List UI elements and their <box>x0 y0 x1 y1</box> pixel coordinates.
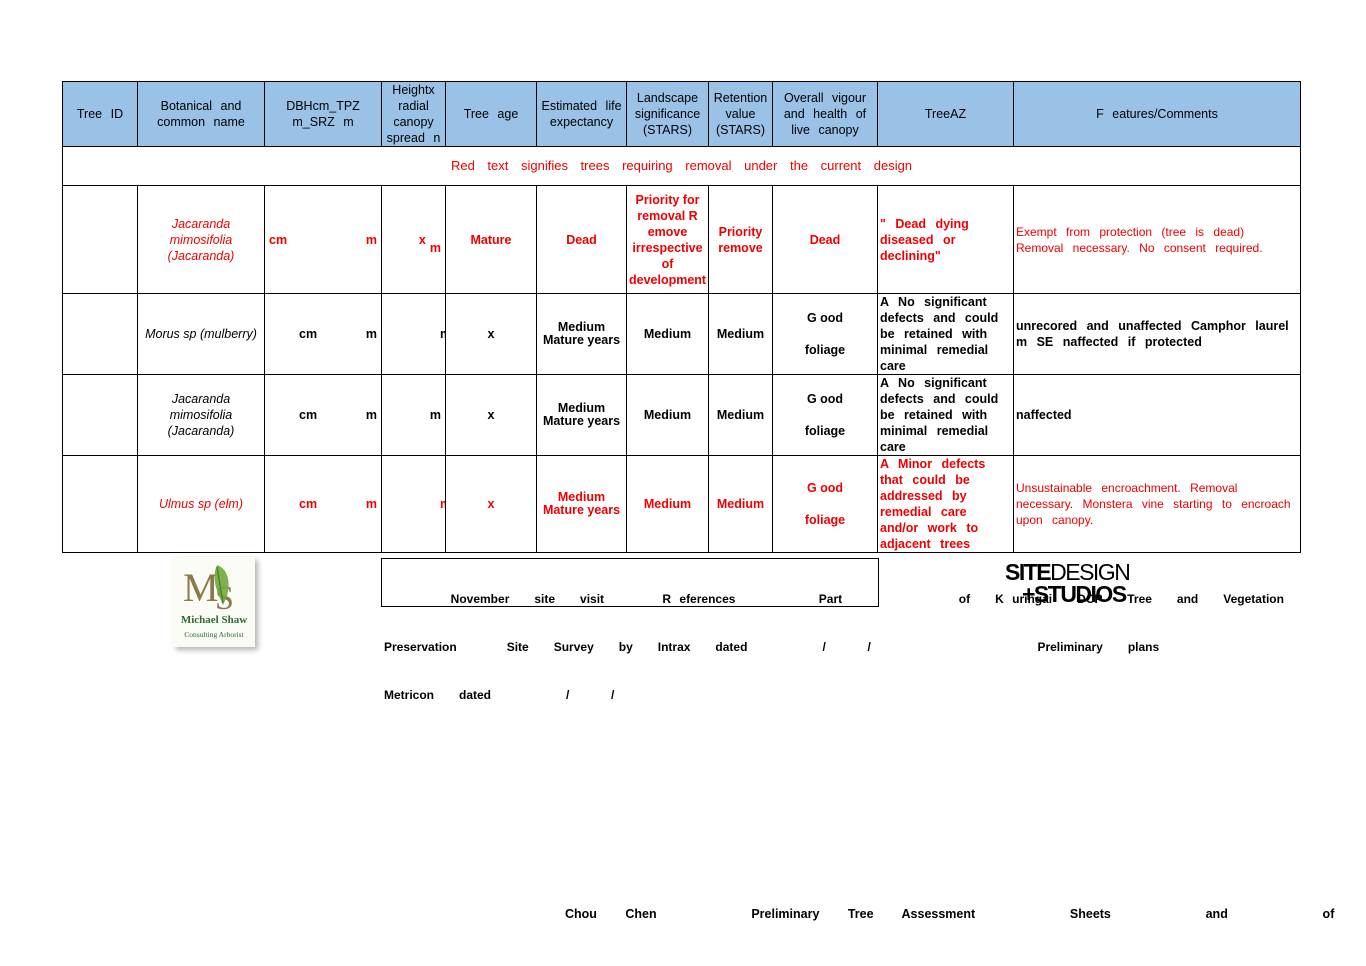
tree-assessment-table: Tree ID Botanical and common name DBHcm_… <box>62 81 1301 553</box>
life-cell: Medium Mature years <box>536 293 627 375</box>
col-life: Estimated life expectancy <box>536 81 627 147</box>
header-row: Tree ID Botanical and common name DBHcm_… <box>62 81 1301 147</box>
age-cell: x <box>445 455 537 553</box>
vigour-foliage: foliage <box>804 343 846 357</box>
dbh-cell: cm m <box>264 293 382 375</box>
dbh-cell: cm m <box>264 374 382 456</box>
tree-id-cell <box>62 374 138 456</box>
logo-design: DESIGN <box>1050 559 1131 585</box>
logo-subtitle: Consulting Arborist <box>184 630 244 639</box>
height-cell: m <box>381 455 446 553</box>
logo-site: SITE <box>1005 559 1052 585</box>
life-cell: Dead <box>536 185 627 294</box>
vigour-cell: Dead <box>772 185 878 294</box>
treeaz-cell: A Minor defects that could be addressed … <box>877 455 1014 553</box>
vigour-cell: G ood foliage <box>772 455 878 553</box>
vigour-good: G ood <box>806 392 844 406</box>
col-dbh: DBHcm_TPZ m_SRZ m <box>264 81 382 147</box>
logo-studios: +STUDIOS <box>1022 581 1127 607</box>
references-line: Preservation Site Survey by Intrax dated… <box>384 640 1160 654</box>
height-cell: m <box>381 374 446 456</box>
dbh-cm: cm <box>299 327 318 341</box>
col-vigour: Overall vigour and health of live canopy <box>772 81 878 147</box>
page-footer: Chou Chen Preliminary Tree Assessment Sh… <box>565 907 1335 921</box>
height-m: m <box>386 496 445 512</box>
botanical-cell: Jacaranda mimosifolia (Jacaranda) <box>137 185 265 294</box>
features-cell: unrecored and unaffected Camphor laurel … <box>1013 293 1301 375</box>
col-height: Heightx radial canopy spread n <box>381 81 446 147</box>
retention-cell: Medium <box>708 293 773 375</box>
life-cell: Medium Mature years <box>536 455 627 553</box>
height-cell: m <box>381 293 446 375</box>
tree-id-cell <box>62 185 138 294</box>
tree-id-cell <box>62 455 138 553</box>
features-cell: Exempt from protection (tree is dead) Re… <box>1013 185 1301 294</box>
vigour-good: G ood <box>806 311 844 325</box>
col-retention: Retention value (STARS) <box>708 81 773 147</box>
logo-name: Michael Shaw <box>180 614 248 626</box>
dbh-m: m <box>365 327 377 341</box>
dbh-m: m <box>365 232 377 247</box>
retention-cell: Priority remove <box>708 185 773 294</box>
table-row: Jacaranda mimosifolia (Jacaranda) cm m m … <box>62 374 1301 456</box>
age-cell: Mature <box>445 185 537 294</box>
col-botanical: Botanical and common name <box>137 81 265 147</box>
col-landscape: Landscape significance (STARS) <box>626 81 709 147</box>
features-cell: naffected <box>1013 374 1301 456</box>
tree-id-cell <box>62 293 138 375</box>
features-cell: Unsustainable encroachment. Removal nece… <box>1013 455 1301 553</box>
treeaz-cell: A No significant defects and could be re… <box>877 293 1014 375</box>
age-cell: x <box>445 293 537 375</box>
vigour-good: G ood <box>806 481 844 495</box>
references-box: November site visit R eferences Part of … <box>381 558 1284 702</box>
dbh-cell: cm m <box>264 455 382 553</box>
botanical-cell: Morus sp (mulberry) <box>137 293 265 375</box>
retention-cell: Medium <box>708 455 773 553</box>
retention-cell: Medium <box>708 374 773 456</box>
height-m: m <box>429 408 441 422</box>
botanical-cell: Jacaranda mimosifolia (Jacaranda) <box>137 374 265 456</box>
height-x: x <box>418 232 426 247</box>
height-m: m <box>386 326 445 342</box>
height-m: m <box>429 240 441 255</box>
dbh-cm: cm <box>269 232 288 247</box>
dbh-cell: cm m <box>264 185 382 294</box>
col-tree-id: Tree ID <box>62 81 138 147</box>
references-line: November site visit R eferences Part of … <box>384 592 1284 606</box>
age-cell: x <box>445 374 537 456</box>
landscape-cell: Medium <box>626 374 709 456</box>
landscape-cell: Priority for removal R emove irrespectiv… <box>626 185 709 294</box>
vigour-foliage: foliage <box>804 424 846 438</box>
vigour-foliage: foliage <box>804 513 846 527</box>
dbh-m: m <box>365 408 377 422</box>
table-row: Morus sp (mulberry) cm m m x Medium Matur… <box>62 293 1301 375</box>
michael-shaw-logo: M S Michael Shaw Consulting Arborist <box>173 557 255 647</box>
vigour-cell: G ood foliage <box>772 293 878 375</box>
botanical-cell: Ulmus sp (elm) <box>137 455 265 553</box>
landscape-cell: Medium <box>626 293 709 375</box>
life-cell: Medium Mature years <box>536 374 627 456</box>
treeaz-cell: A No significant defects and could be re… <box>877 374 1014 456</box>
dbh-cm: cm <box>299 408 318 422</box>
col-treeaz: TreeAZ <box>877 81 1014 147</box>
dbh-cm: cm <box>299 497 318 511</box>
site-design-studios-logo: SITEDESIGN +STUDIOS <box>1005 559 1131 607</box>
svg-text:M: M <box>183 565 219 610</box>
col-age: Tree age <box>445 81 537 147</box>
note-row: Red text signifies trees requiring remov… <box>62 146 1301 186</box>
col-features: F eatures/Comments <box>1013 81 1301 147</box>
landscape-cell: Medium <box>626 455 709 553</box>
table-row: Ulmus sp (elm) cm m m x Medium Mature yea… <box>62 455 1301 553</box>
dbh-m: m <box>365 497 377 511</box>
ms-monogram-icon: M S <box>183 565 234 615</box>
vigour-cell: G ood foliage <box>772 374 878 456</box>
references-line: Metricon dated / / <box>384 688 615 702</box>
removal-note: Red text signifies trees requiring remov… <box>62 146 1301 186</box>
tree-assessment-table-wrap: Tree ID Botanical and common name DBHcm_… <box>62 81 1301 553</box>
treeaz-cell: " Dead dying diseased or declining" <box>877 185 1014 294</box>
